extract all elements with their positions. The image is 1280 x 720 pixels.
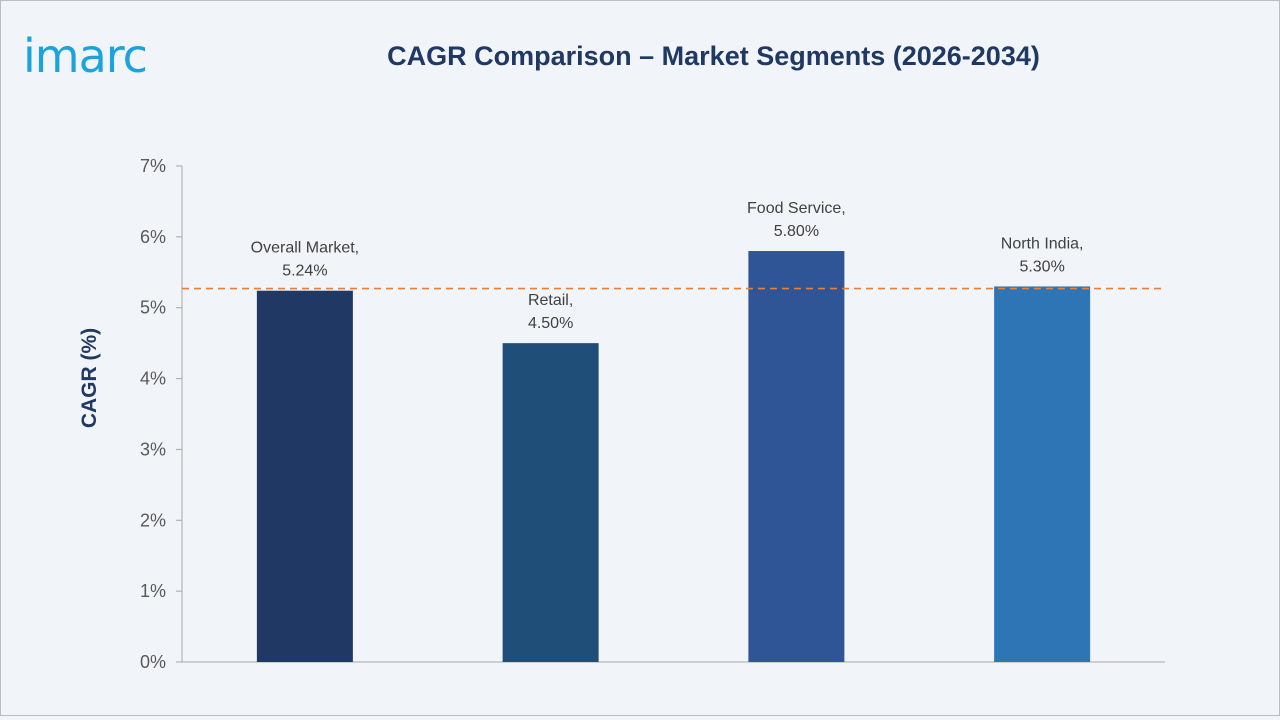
y-tick-label: 6%	[140, 227, 166, 247]
imarc-logo: imarc	[21, 29, 211, 85]
y-tick-label: 1%	[140, 581, 166, 601]
bar-data-label-value: 5.80%	[774, 223, 819, 240]
y-tick-label: 7%	[140, 156, 166, 176]
page-title: CAGR Comparison – Market Segments (2026-…	[387, 41, 1040, 71]
y-tick-label: 5%	[140, 298, 166, 318]
bar-data-label-value: 4.50%	[528, 315, 573, 332]
bar-food-service	[748, 251, 845, 662]
y-tick-label: 0%	[140, 652, 166, 672]
y-tick-label: 2%	[140, 510, 166, 530]
bar-data-label-category: Overall Market,	[251, 240, 359, 257]
chart-axes: 0% 1% 2% 3% 4% 5% 6% 7%	[140, 156, 1165, 672]
bar-data-label-category: North India,	[1001, 235, 1084, 252]
bar-data-label-category: Retail,	[528, 292, 573, 309]
y-axis-title: CAGR (%)	[78, 328, 101, 428]
y-tick-label: 4%	[140, 369, 166, 389]
bar-data-label-value: 5.30%	[1019, 258, 1064, 275]
bar-data-label-category: Food Service,	[747, 200, 846, 217]
bar-data-label-value: 5.24%	[282, 263, 327, 280]
chart-data-labels: Overall Market, 5.24% Retail, 4.50% Food Ser…	[251, 200, 1084, 332]
logo-text: imarc	[23, 29, 148, 83]
bar-north-india	[994, 286, 1091, 662]
bar-retail	[502, 343, 599, 662]
chart-bars	[256, 251, 1091, 662]
y-tick-label: 3%	[140, 439, 166, 459]
bar-overall-market	[256, 290, 353, 662]
